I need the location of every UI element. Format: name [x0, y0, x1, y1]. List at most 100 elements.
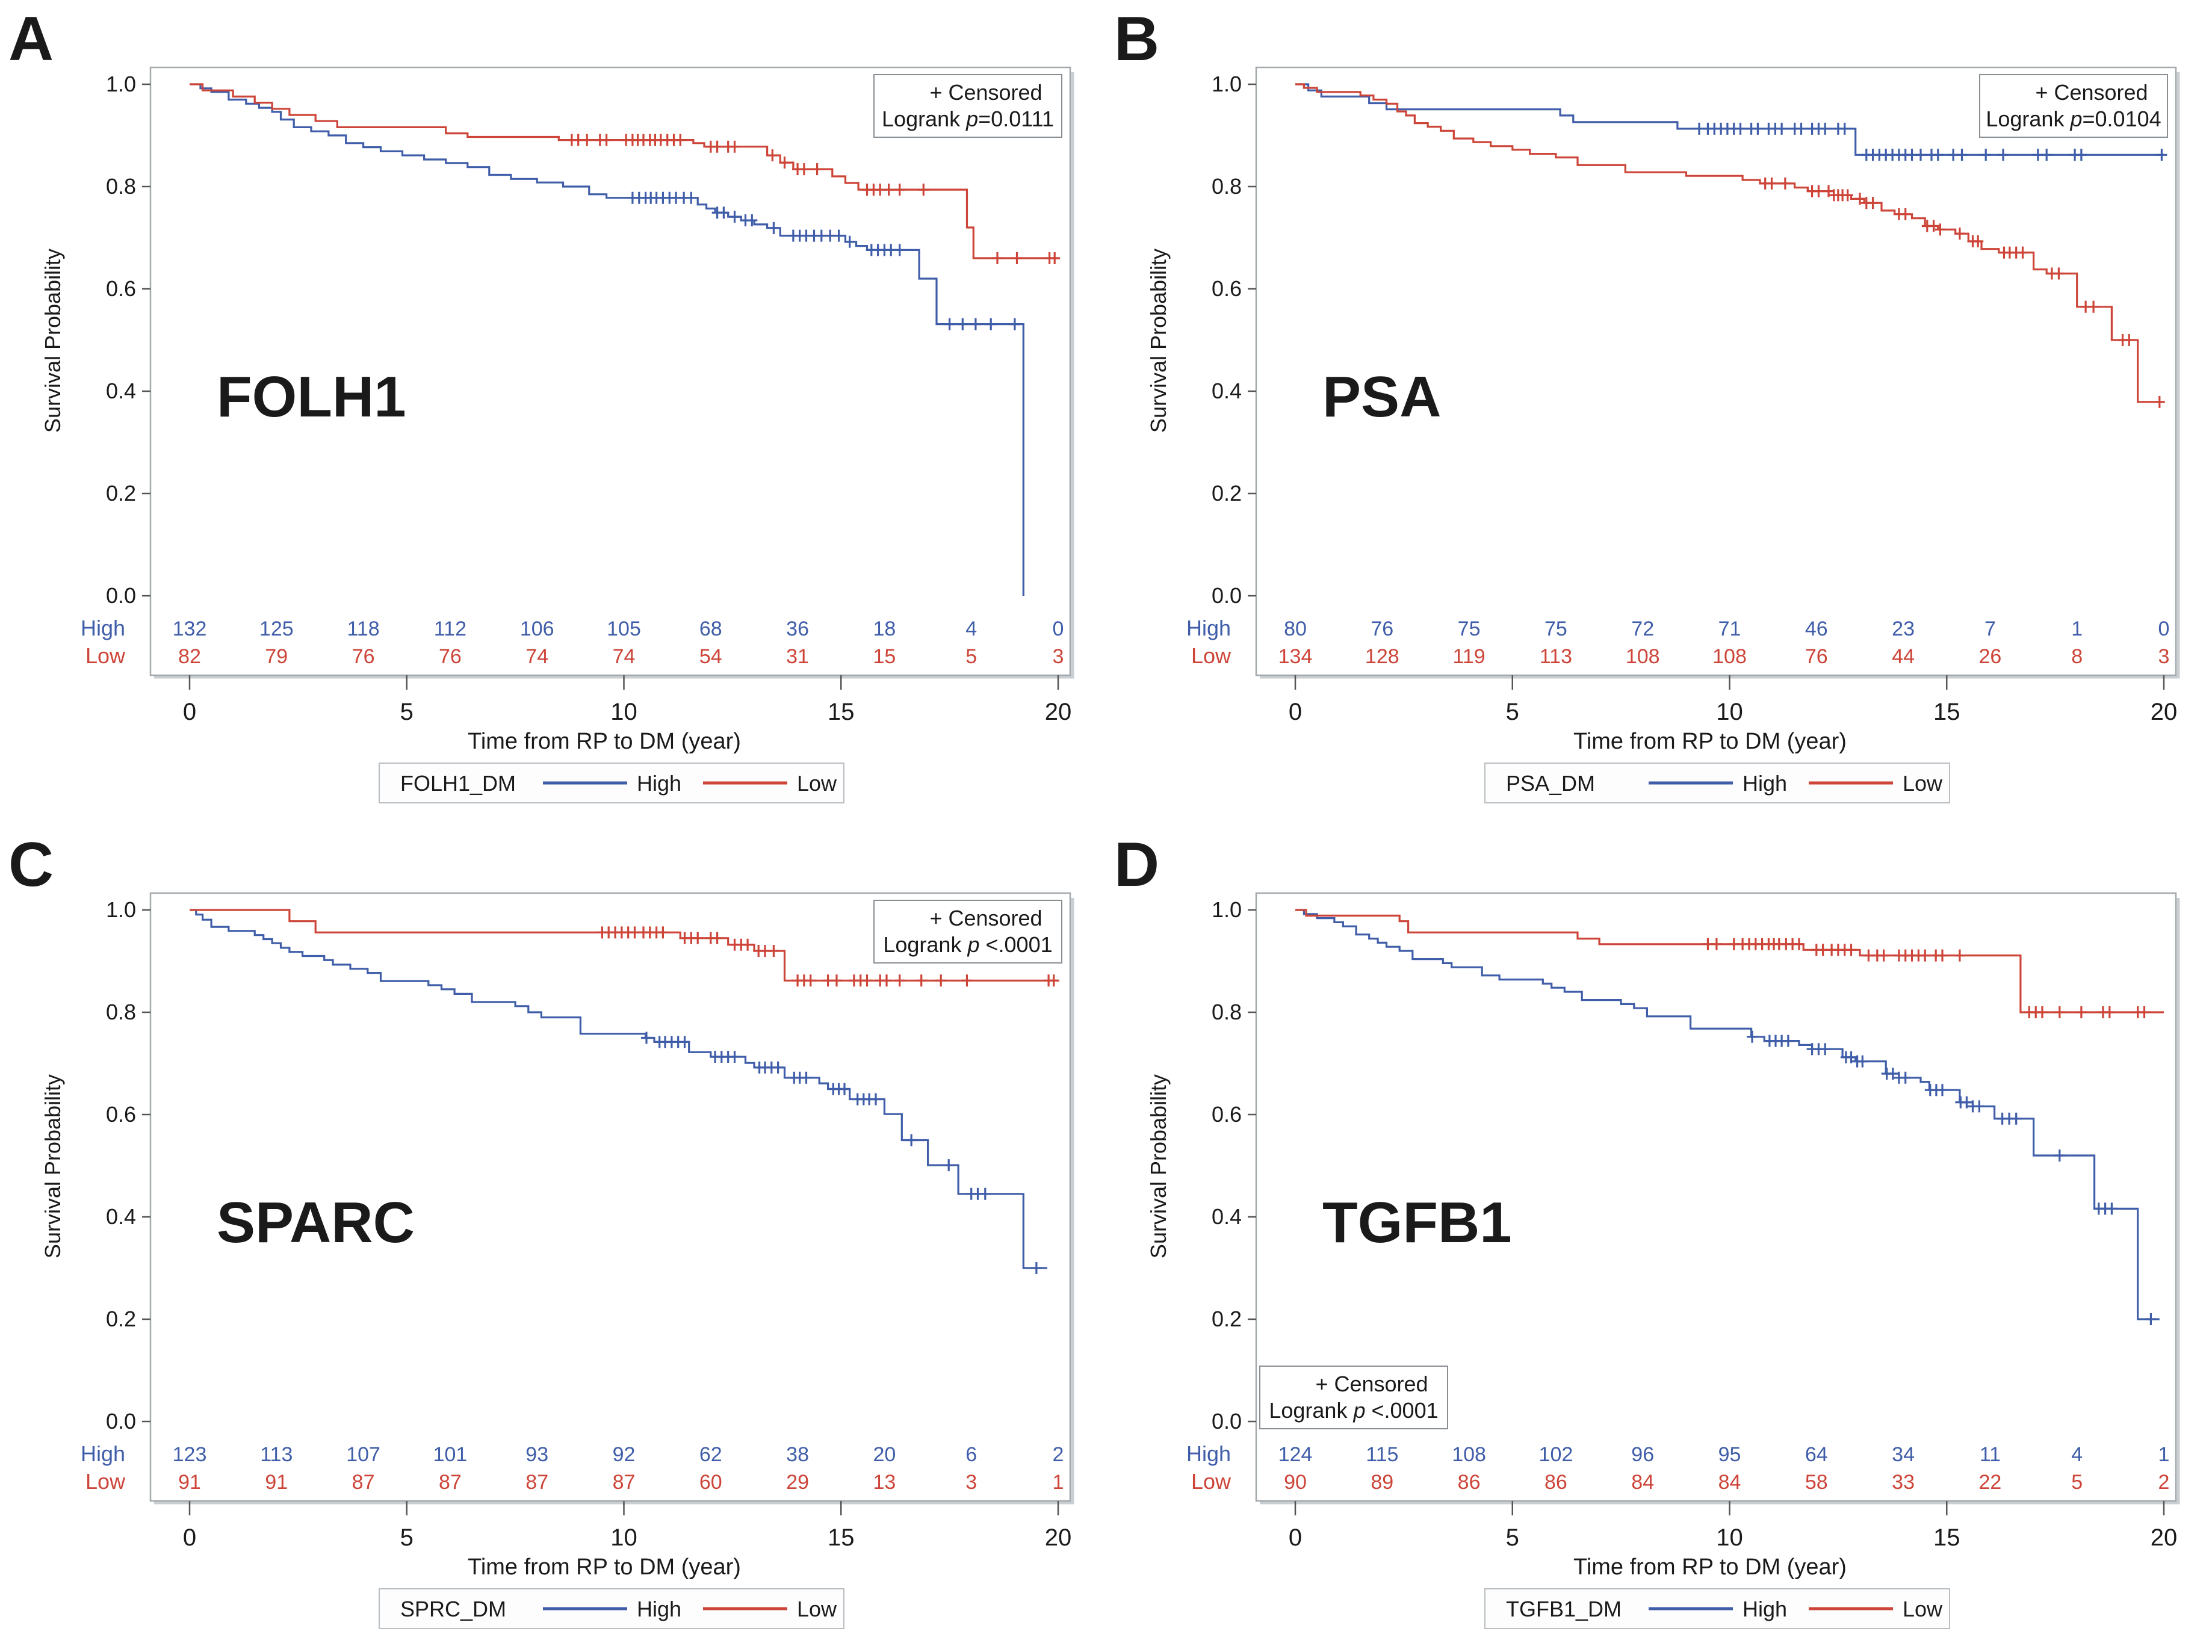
censor-mark: [991, 252, 1003, 264]
at-risk-high-value: 75: [1458, 617, 1481, 640]
censor-mark: [1954, 949, 1965, 962]
x-tick-label: 15: [828, 1524, 855, 1551]
at-risk-low-value: 60: [699, 1471, 722, 1494]
at-risk-low-value: 8: [2071, 645, 2083, 668]
censor-marks-low: [1702, 938, 2150, 1018]
censor-mark: [1937, 949, 1948, 962]
censor-mark: [831, 974, 843, 987]
censored-label: + Censored: [2035, 80, 2148, 105]
at-risk-high-value: 76: [1371, 617, 1393, 640]
at-risk-low-value: 76: [1805, 645, 1828, 668]
at-risk-low-value: 76: [352, 645, 375, 668]
censor-mark: [1776, 122, 1788, 135]
censor-mark: [870, 1093, 881, 1106]
y-tick-label: 0.8: [1212, 174, 1242, 199]
at-risk-table: HighLow801347612875119751137210871108467…: [1186, 616, 2170, 668]
at-risk-low-value: 26: [1978, 645, 2001, 668]
censor-mark: [768, 221, 779, 234]
censor-mark: [1766, 177, 1777, 190]
censor-mark: [2139, 1006, 2150, 1018]
censor-mark: [1954, 227, 1965, 240]
censor-mark: [1878, 949, 1889, 962]
censor-mark: [729, 140, 740, 153]
at-risk-high-value: 36: [786, 617, 809, 640]
censor-mark: [811, 163, 823, 176]
censor-mark: [839, 1083, 850, 1095]
at-risk-high-value: 124: [1278, 1443, 1313, 1466]
at-risk-low-value: 87: [613, 1471, 636, 1494]
x-tick-label: 20: [1045, 699, 1072, 725]
censor-mark: [2145, 1313, 2157, 1325]
at-risk-low-value: 82: [178, 645, 201, 668]
frame-shadow: [1260, 898, 2180, 1505]
at-risk-low-value: 5: [965, 645, 977, 668]
censor-mark: [2124, 334, 2135, 346]
at-risk-low-value: 84: [1718, 1471, 1741, 1494]
censor-mark: [833, 229, 844, 242]
censor-mark: [801, 1071, 812, 1084]
at-risk-high-label: High: [1186, 616, 1231, 640]
gene-label: SPARC: [217, 1190, 415, 1255]
at-risk-low-value: 89: [1371, 1471, 1393, 1494]
censor-mark: [679, 1036, 690, 1048]
censored-label: + Censored: [929, 906, 1042, 930]
x-tick-label: 15: [828, 699, 855, 725]
frame-shadow: [154, 898, 1074, 1505]
series-legend: PSA_DM High Low: [1484, 763, 1950, 803]
at-risk-low-value: 33: [1892, 1471, 1915, 1494]
at-risk-high-value: 2: [1053, 1443, 1064, 1466]
y-axis-title: Survival Probability: [40, 249, 65, 433]
legend-title: FOLH1_DM: [400, 771, 516, 796]
y-axis: 1.0 0.8 0.6 0.4 0.2 0.0: [106, 72, 150, 608]
x-axis: 0 5 10 15 20: [1289, 675, 2177, 725]
censor-mark: [861, 974, 873, 987]
censor-mark: [1782, 1035, 1794, 1047]
censor-mark: [746, 214, 758, 227]
censor-mark: [1813, 185, 1824, 197]
censor-mark: [2036, 1006, 2048, 1018]
censor-mark: [918, 184, 929, 196]
censor-mark: [2075, 1006, 2087, 1018]
at-risk-table: HighLow123911139110787101879387928762603…: [81, 1441, 1064, 1494]
legend-label-low: Low: [797, 1597, 837, 1621]
at-risk-high-value: 0: [1053, 617, 1064, 640]
x-tick-label: 0: [183, 1524, 196, 1551]
y-tick-label: 0.6: [106, 1102, 136, 1127]
censor-mark: [2156, 149, 2167, 161]
at-risk-low-value: 54: [699, 645, 722, 668]
km-plot-tgfb1: D 1.0 0.8 0.6 0.4 0.2 0.0 Survival Probability 0…: [1114, 830, 2180, 1629]
at-risk-high-value: 18: [873, 617, 896, 640]
y-tick-label: 0.0: [106, 583, 136, 608]
x-axis: 0 5 10 15 20: [183, 675, 1071, 725]
at-risk-low-value: 108: [1712, 645, 1747, 668]
frame-shadow: [154, 72, 1074, 679]
at-risk-high-value: 80: [1284, 617, 1307, 640]
censor-marks-low: [1759, 177, 2165, 408]
at-risk-low-label: Low: [85, 643, 126, 668]
at-risk-low-value: 87: [352, 1471, 375, 1494]
at-risk-low-value: 58: [1805, 1471, 1828, 1494]
censor-mark: [1747, 1030, 1758, 1043]
logrank-label: Logrank p <.0001: [1269, 1398, 1438, 1423]
at-risk-high-value: 6: [965, 1443, 977, 1466]
censor-mark: [894, 974, 905, 987]
censor-mark: [1935, 223, 1946, 236]
series-legend: TGFB1_DM High Low: [1484, 1588, 1950, 1629]
x-axis-title: Time from RP to DM (year): [468, 729, 741, 754]
censor-mark: [729, 1051, 740, 1063]
at-risk-low-label: Low: [1191, 643, 1231, 668]
at-risk-high-value: 20: [873, 1443, 896, 1466]
y-tick-label: 0.4: [106, 379, 136, 403]
x-tick-label: 15: [1933, 699, 1960, 725]
censor-mark: [768, 945, 779, 957]
panel-letter: B: [1114, 4, 1159, 74]
at-risk-low-value: 113: [1540, 645, 1572, 668]
at-risk-low-value: 1: [1053, 1471, 1064, 1494]
censor-mark: [1919, 949, 1931, 962]
censor-mark: [943, 1159, 955, 1172]
censor-marks-high: [1747, 1030, 2157, 1325]
at-risk-high-value: 132: [173, 617, 207, 640]
at-risk-high-value: 113: [260, 1443, 293, 1466]
y-axis-title: Survival Probability: [1146, 1074, 1171, 1258]
